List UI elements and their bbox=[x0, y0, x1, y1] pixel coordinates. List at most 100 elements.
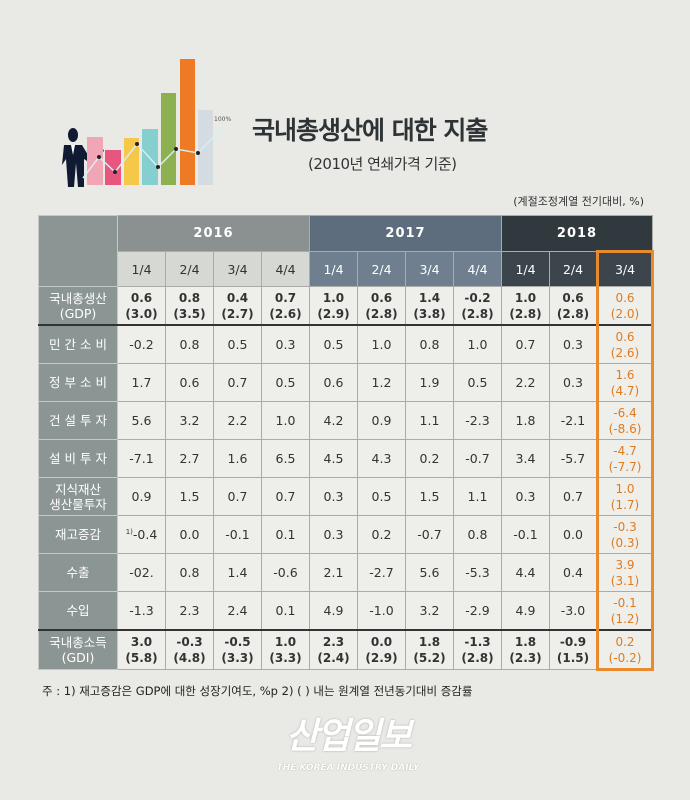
yoy-change-value: (5.8) bbox=[125, 651, 158, 665]
value-cell: 1.8 (2.3) bbox=[501, 629, 550, 670]
row-label: 국내총소득 (GDI) bbox=[38, 629, 118, 670]
quarter-change-value: 4.3 bbox=[371, 450, 392, 466]
quarter-change-value: 1.0 bbox=[467, 336, 488, 352]
quarter-change-value: -5.7 bbox=[560, 450, 586, 466]
yoy-change-value: (4.7) bbox=[610, 383, 640, 398]
quarter-change-value: 4.9 bbox=[515, 602, 536, 618]
value-cell: 1.0 (2.9) bbox=[309, 286, 358, 326]
quarter-change-value: 4.4 bbox=[515, 564, 536, 580]
yoy-change-value: (1.5) bbox=[556, 651, 590, 665]
value-cell: 1.5 bbox=[165, 477, 214, 516]
value-cell: 1.0 (2.8) bbox=[501, 286, 550, 326]
value-cell: 0.7 bbox=[213, 477, 262, 516]
value-cell: 0.3 bbox=[309, 515, 358, 554]
row-label-line: 민 간 소 비 bbox=[49, 337, 107, 352]
yoy-change-value: (4.8) bbox=[173, 651, 206, 665]
table-row: 재고증감 1)-0.4 0.0 -0.1 0.1 0.3 0.2 -0.7 0.8 -0.1 0.0… bbox=[38, 515, 655, 554]
value-cell: 1.0 (3.3) bbox=[261, 629, 310, 670]
value-cell: -1.3 (2.8) bbox=[453, 629, 502, 670]
yoy-change-value: (1.2) bbox=[610, 611, 640, 626]
quarter-change-value: 0.6 bbox=[323, 374, 344, 390]
value-cell: 0.5 bbox=[213, 324, 262, 364]
value-cell: 0.0 (2.9) bbox=[357, 629, 406, 670]
value-cell: 3.4 bbox=[501, 439, 550, 478]
value-cell: -0.3 (0.3) bbox=[595, 515, 655, 554]
value-cell: 0.7 bbox=[549, 477, 598, 516]
yoy-change-value: (-8.6) bbox=[608, 421, 642, 436]
quarter-change-value: 0.3 bbox=[563, 336, 583, 352]
yoy-change-value: (2.8) bbox=[509, 306, 542, 321]
value-cell: 3.9 (3.1) bbox=[595, 553, 655, 592]
yoy-change-value: (2.3) bbox=[509, 651, 542, 665]
page-title: 국내총생산에 대한 지출 bbox=[252, 116, 488, 145]
value-cell: 2.1 bbox=[309, 553, 358, 592]
value-cell: -2.7 bbox=[357, 553, 406, 592]
quarter-change-value: 4.5 bbox=[323, 450, 344, 466]
yoy-change-value: (3.0) bbox=[125, 306, 158, 321]
row-label: 국내총생산 (GDP) bbox=[38, 286, 118, 326]
quarter-change-value: -1.3 bbox=[464, 635, 491, 649]
quarter-change-value: -0.6 bbox=[273, 564, 298, 580]
value-cell: 0.2 bbox=[357, 515, 406, 554]
value-cell: 1.0 (1.7) bbox=[595, 477, 655, 516]
yoy-change-value: (3.3) bbox=[221, 651, 254, 665]
yoy-change-value: (2.7) bbox=[221, 306, 254, 321]
yoy-change-value: (2.9) bbox=[365, 651, 398, 665]
illustration-label: 100% bbox=[214, 116, 231, 123]
quarter-change-value: 0.9 bbox=[371, 412, 392, 428]
value-cell: 5.6 bbox=[117, 401, 166, 440]
quarter-change-value: 0.4 bbox=[226, 290, 249, 305]
quarter-change-value: 4.2 bbox=[323, 412, 344, 428]
yoy-change-value: (3.8) bbox=[413, 306, 446, 321]
value-cell: 1.6 (4.7) bbox=[595, 363, 655, 402]
row-label: 설 비 투 자 bbox=[38, 439, 118, 478]
quarter-change-value: 1.0 bbox=[514, 290, 537, 305]
quarter-change-value: 6.5 bbox=[275, 450, 296, 466]
value-cell: -0.2 bbox=[117, 324, 166, 364]
value-cell: 0.7 (2.6) bbox=[261, 286, 310, 326]
value-cell: 1.7 bbox=[117, 363, 166, 402]
value-cell: 3.2 bbox=[405, 591, 454, 631]
quarter-header: 3/4 bbox=[213, 251, 262, 287]
value-cell: -02. bbox=[117, 553, 166, 592]
quarter-change-value: 0.8 bbox=[467, 526, 488, 542]
quarter-change-value: 0.3 bbox=[323, 526, 344, 542]
value-cell: 3.0 (5.8) bbox=[117, 629, 166, 670]
quarter-change-value: 1.9 bbox=[419, 374, 440, 390]
quarter-change-value: 0.5 bbox=[467, 374, 488, 390]
quarter-change-value: -2.1 bbox=[560, 412, 586, 428]
row-label: 지식재산 생산물투자 bbox=[38, 477, 118, 516]
value-cell: 0.5 bbox=[453, 363, 502, 402]
quarter-change-value: 0.7 bbox=[275, 488, 296, 504]
quarter-header: 4/4 bbox=[453, 251, 502, 287]
value-cell: 1.6 bbox=[213, 439, 262, 478]
value-cell: 2.2 bbox=[213, 401, 262, 440]
quarter-change-value: 1.6 bbox=[227, 450, 248, 466]
value-cell: 2.3 (2.4) bbox=[309, 629, 358, 670]
quarter-change-value: -1.3 bbox=[129, 602, 154, 618]
quarter-change-value: 0.5 bbox=[275, 374, 296, 390]
quarter-change-value: 0.3 bbox=[275, 336, 296, 352]
table-row: 지식재산 생산물투자 0.9 1.5 0.7 0.7 0.3 0.5 1.5 1.1 0.3 0.7 1… bbox=[38, 477, 655, 516]
table-row: 건 설 투 자 5.6 3.2 2.2 1.0 4.2 0.9 1.1 -2.3 1.8 -2.1-… bbox=[38, 401, 655, 440]
value-cell: -3.0 bbox=[549, 591, 598, 631]
quarter-change-value: 2.7 bbox=[179, 450, 200, 466]
value-cell: 1.2 bbox=[357, 363, 406, 402]
quarter-change-value: 0.8 bbox=[179, 564, 200, 580]
yoy-change-value: (2.6) bbox=[610, 345, 640, 360]
quarter-change-value: 1.5 bbox=[419, 488, 440, 504]
quarter-change-value: 0.2 bbox=[419, 450, 440, 466]
quarter-change-value: 0.7 bbox=[515, 336, 536, 352]
quarter-change-value: 5.6 bbox=[131, 412, 152, 428]
row-label-line: (GDI) bbox=[61, 650, 95, 665]
quarter-change-value: 0.6 bbox=[562, 290, 584, 305]
table-row: 국내총소득 (GDI) 3.0 (5.8) -0.3 (4.8) -0.5 (3.3) 1.0 (… bbox=[38, 629, 655, 671]
value-cell: -2.9 bbox=[453, 591, 502, 631]
quarter-header: 3/4 bbox=[595, 250, 655, 287]
value-cell: 0.1 bbox=[261, 591, 310, 631]
quarter-change-value: -0.2 bbox=[129, 336, 154, 352]
yoy-change-value: (2.8) bbox=[365, 306, 398, 321]
row-label: 정 부 소 비 bbox=[38, 363, 118, 402]
quarter-header: 3/4 bbox=[405, 251, 454, 287]
quarter-change-value: 0.6 bbox=[370, 290, 393, 305]
